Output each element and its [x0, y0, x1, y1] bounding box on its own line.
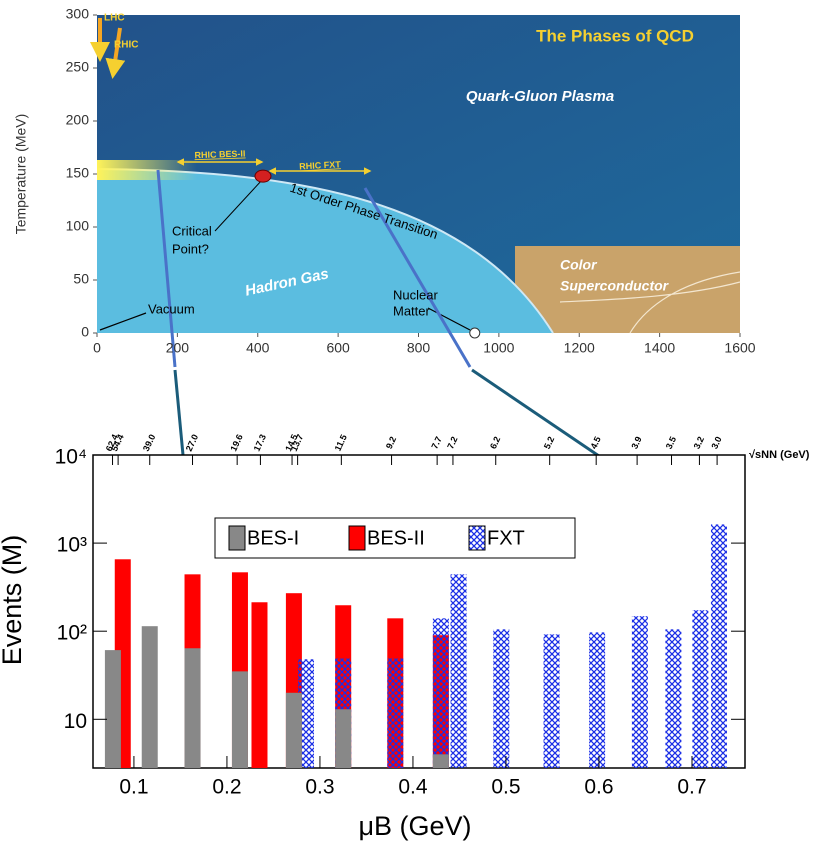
- top-tick-label: 7.7: [429, 435, 443, 451]
- x-tick-label: 800: [407, 340, 431, 356]
- bar: [231, 671, 248, 768]
- bar: [141, 626, 158, 768]
- bar: [631, 616, 648, 768]
- top-tick-label: 3.5: [664, 435, 678, 451]
- bar: [285, 692, 302, 768]
- annotation: Point?: [172, 241, 209, 256]
- annotation: Vacuum: [148, 301, 195, 316]
- y-tick-label: 10⁴: [55, 446, 87, 469]
- bar: [251, 602, 268, 768]
- top-tick-label: 39.0: [141, 433, 157, 453]
- x-tick-label: 1000: [483, 340, 514, 356]
- bar: [335, 709, 352, 768]
- y-tick-label: 100: [66, 218, 90, 234]
- bar: [493, 629, 510, 768]
- x-tick-label: 0.1: [119, 776, 148, 799]
- legend-box: [214, 517, 576, 559]
- bar: [432, 754, 449, 768]
- top-axis-title: √sNN (GeV): [749, 449, 810, 461]
- x-tick-label: 0.4: [398, 776, 428, 799]
- bar: [589, 632, 606, 768]
- top-tick-label: 11.5: [333, 433, 349, 453]
- bar: [184, 648, 201, 768]
- top-tick-label: 27.0: [184, 433, 200, 453]
- bar: [692, 610, 709, 768]
- x-tick-label: 600: [326, 340, 350, 356]
- bar: [543, 634, 560, 768]
- top-tick-label: 3.2: [692, 435, 706, 451]
- top-tick-label: 5.2: [542, 435, 556, 451]
- annotation: RHIC: [114, 40, 138, 51]
- nuclear-matter-point: [469, 327, 481, 339]
- legend-swatch: [348, 525, 366, 551]
- top-tick-label: 9.2: [384, 435, 398, 451]
- bar: [104, 650, 121, 768]
- y-tick-label: 10³: [57, 534, 87, 557]
- y-tick-label: 250: [66, 59, 90, 75]
- bar: [387, 658, 404, 768]
- y-tick-label: 300: [66, 6, 90, 22]
- legend-label: BES-II: [367, 527, 425, 549]
- y-tick-label: 10: [64, 710, 87, 733]
- phase-title: The Phases of QCD: [536, 26, 694, 45]
- x-tick-label: 400: [246, 340, 270, 356]
- y-tick-label: 200: [66, 112, 90, 128]
- top-tick-label: 6.2: [488, 435, 502, 451]
- x-tick-label: 200: [166, 340, 190, 356]
- x-tick-label: 0: [93, 340, 101, 356]
- bar: [432, 618, 449, 768]
- y-axis-title: Events (M): [0, 535, 27, 666]
- annotation: Matter: [393, 303, 431, 318]
- region-label: Superconductor: [560, 278, 670, 294]
- y-axis-title: Temperature (MeV): [13, 114, 29, 235]
- annotation: Nuclear: [393, 287, 438, 302]
- top-tick-label: 4.5: [588, 435, 602, 451]
- top-tick-label: 17.3: [252, 433, 268, 453]
- x-axis-title: μB (GeV): [358, 811, 471, 841]
- bar: [665, 629, 682, 768]
- y-tick-label: 150: [66, 165, 90, 181]
- annotation: RHIC FXT: [299, 159, 341, 171]
- x-tick-label: 0.7: [677, 776, 706, 799]
- region-label: Quark-Gluon Plasma: [466, 88, 614, 105]
- top-tick-label: 3.9: [629, 435, 643, 451]
- y-tick-label: 0: [81, 324, 89, 340]
- bar: [297, 659, 314, 768]
- x-tick-label: 0.5: [491, 776, 520, 799]
- annotation: RHIC BES-II: [194, 148, 245, 160]
- bar: [710, 524, 727, 768]
- top-tick-label: 7.2: [445, 435, 459, 451]
- legend-label: BES-I: [247, 527, 299, 549]
- x-tick-label: 0.2: [212, 776, 241, 799]
- y-tick-label: 50: [73, 271, 89, 287]
- x-tick-label: 1600: [724, 340, 755, 356]
- critical-point: [254, 169, 272, 183]
- region-label: Color: [560, 257, 598, 273]
- x-tick-label: 0.3: [305, 776, 334, 799]
- annotation: LHC: [104, 13, 125, 24]
- bar: [450, 574, 467, 768]
- x-tick-label: 0.6: [584, 776, 613, 799]
- legend-swatch: [228, 525, 246, 551]
- top-tick-label: 3.0: [709, 435, 723, 451]
- annotation: Critical: [172, 223, 212, 238]
- legend-label: FXT: [487, 527, 525, 549]
- y-tick-label: 10²: [57, 622, 87, 645]
- legend-swatch: [468, 525, 486, 551]
- x-tick-label: 1200: [564, 340, 595, 356]
- x-tick-label: 1400: [644, 340, 675, 356]
- top-tick-label: 19.6: [228, 433, 244, 453]
